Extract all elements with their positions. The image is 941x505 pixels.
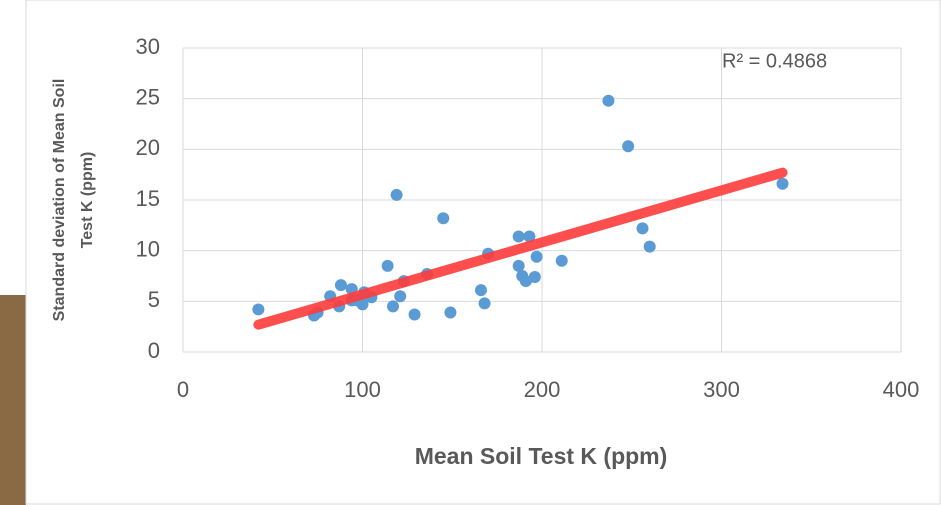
point [478, 297, 491, 310]
x-tick-label: 200 [524, 377, 561, 402]
point [530, 250, 543, 263]
point [776, 177, 789, 190]
point [381, 259, 394, 272]
y-tick-label: 0 [148, 338, 160, 363]
point [394, 290, 407, 303]
point [519, 275, 532, 288]
point [512, 259, 525, 272]
point [387, 300, 400, 313]
point [528, 271, 541, 284]
y-tick-label: 30 [136, 34, 160, 59]
point [437, 212, 450, 225]
point [512, 230, 525, 243]
point [474, 284, 487, 297]
x-tick-label: 300 [703, 377, 740, 402]
point [334, 279, 347, 292]
point [252, 303, 265, 316]
background-photo [0, 295, 26, 505]
point [622, 140, 635, 153]
y-tick-label: 15 [136, 186, 160, 211]
point [390, 188, 403, 201]
y-tick-label: 25 [136, 84, 160, 109]
y-axis-title: Standard deviation of Mean Soil Test K (… [51, 79, 96, 322]
point [444, 306, 457, 319]
point [602, 94, 615, 107]
x-tick-label: 100 [344, 377, 381, 402]
point [523, 230, 536, 243]
y-tick-label: 5 [148, 287, 160, 312]
x-tick-label: 0 [177, 377, 189, 402]
point [643, 240, 656, 253]
x-tick-label: 400 [883, 377, 920, 402]
y-axis-title-line: Test K (ppm) [79, 152, 96, 249]
y-tick-label: 20 [136, 135, 160, 160]
y-axis-title-line: Standard deviation of Mean Soil [51, 79, 68, 322]
point [408, 308, 421, 321]
point [356, 298, 369, 311]
point [555, 254, 568, 267]
x-axis-title: Mean Soil Test K (ppm) [415, 443, 668, 469]
y-tick-label: 10 [136, 236, 160, 261]
r-squared: R² = 0.4868 [722, 50, 827, 72]
trendline [253, 167, 788, 330]
point [636, 222, 649, 235]
